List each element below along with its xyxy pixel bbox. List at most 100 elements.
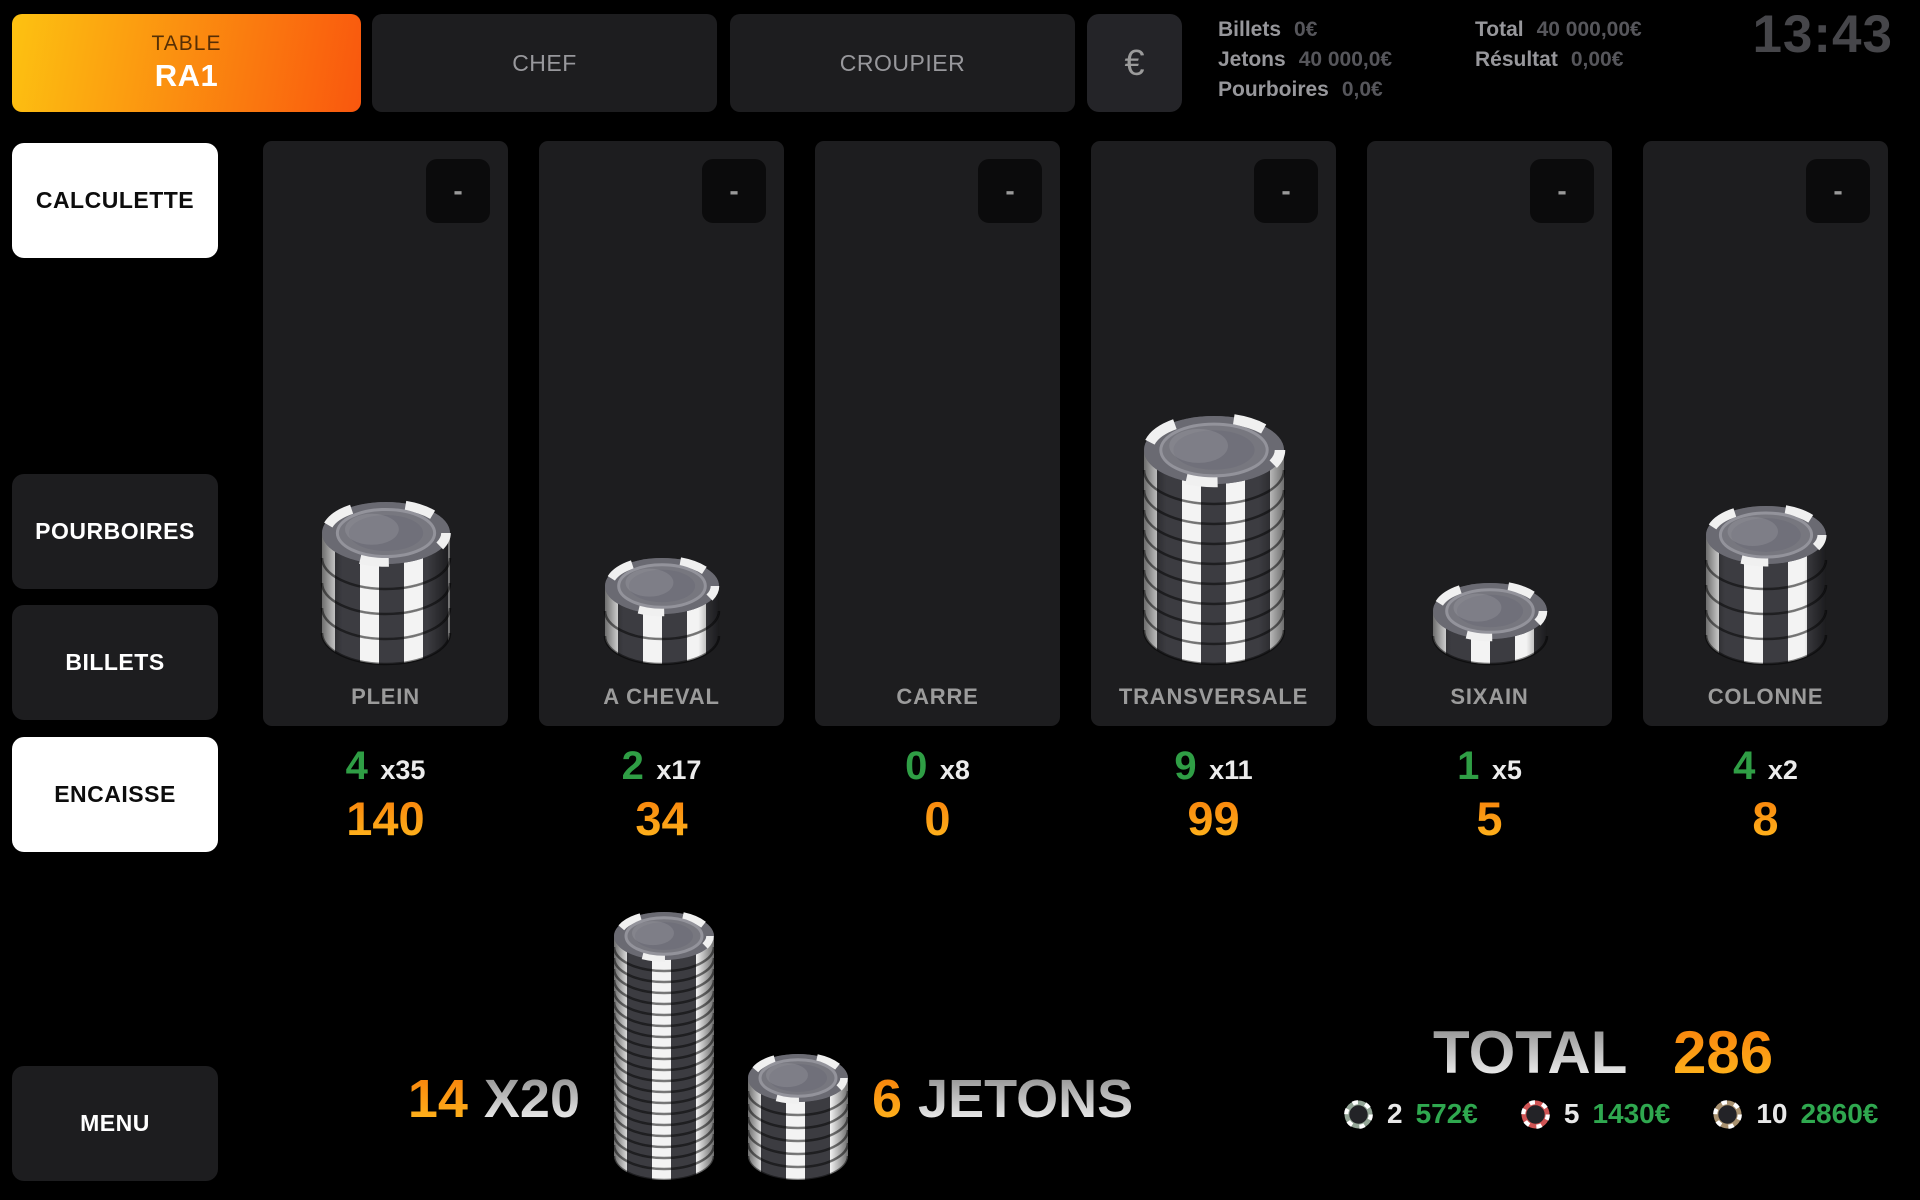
legend-amount: 2860€	[1800, 1098, 1879, 1129]
chip-icon	[1343, 1099, 1374, 1130]
decrement-button[interactable]: -	[978, 159, 1042, 223]
chip-stack	[316, 496, 456, 670]
sidebar-item-menu[interactable]: MENU	[12, 1066, 218, 1181]
bet-type-label: PLEIN	[351, 684, 420, 709]
multiplier: x8	[939, 755, 970, 785]
clock: 13:43	[1752, 5, 1893, 64]
chip-count: 4	[1733, 744, 1756, 788]
decrement-button[interactable]: -	[426, 159, 490, 223]
legend-amount: 572€	[1415, 1098, 1478, 1129]
payout-value: 99	[1091, 791, 1336, 846]
chip-count: 0	[905, 744, 928, 788]
multiplier: x17	[656, 755, 702, 785]
stat-label: Billets	[1218, 18, 1282, 41]
stat-value: 0,00€	[1570, 48, 1624, 71]
bet-column-a-cheval: - A CHEVAL 2 x17 34	[539, 141, 784, 845]
payout-value: 0	[815, 791, 1060, 846]
sidebar-item-calculette[interactable]: CALCULETTE	[12, 143, 218, 258]
chip-legend: 2 572€ 5 1430€ 10 2860€	[1343, 1098, 1878, 1130]
chip-stack	[1427, 577, 1553, 670]
sidebar-item-pourboires[interactable]: POURBOIRES	[12, 474, 218, 589]
total-label: TOTAL	[1433, 1019, 1627, 1086]
stat-billets: Billets 0€	[1218, 15, 1392, 45]
bet-panel: - CARRE	[815, 141, 1060, 726]
total-value: 286	[1673, 1019, 1774, 1086]
decrement-button[interactable]: -	[702, 159, 766, 223]
table-label: TABLE	[151, 32, 222, 55]
payout-value: 5	[1367, 791, 1612, 846]
legend-count: 2	[1387, 1098, 1403, 1129]
bet-column-plein: - PLEIN 4 x35 140	[263, 141, 508, 845]
tab-chef[interactable]: CHEF	[372, 14, 717, 112]
cash-stats: Billets 0€ Jetons 40 000,0€ Pourboires 0…	[1218, 15, 1392, 105]
legend-count: 5	[1563, 1098, 1580, 1129]
payout-value: 140	[263, 791, 508, 846]
bet-panel: - A CHEVAL	[539, 141, 784, 726]
tab-table[interactable]: TABLE RA1	[12, 14, 361, 112]
stat-label: Pourboires	[1218, 78, 1329, 101]
sidebar-item-billets[interactable]: BILLETS	[12, 605, 218, 720]
stat-total: Total 40 000,00€	[1475, 15, 1642, 45]
chip-count: 1	[1457, 744, 1480, 788]
count-row: 0 x8	[815, 744, 1060, 789]
count-row: 2 x17	[539, 744, 784, 789]
payout-value: 34	[539, 791, 784, 846]
bet-type-label: TRANSVERSALE	[1118, 684, 1309, 709]
multiplier: x2	[1767, 755, 1798, 785]
multiplier: x11	[1209, 755, 1253, 785]
stat-value: 0€	[1294, 18, 1318, 41]
currency-euro-button[interactable]: €	[1087, 14, 1182, 112]
legend-count: 10	[1756, 1098, 1788, 1129]
total-row: TOTAL 286	[1433, 1018, 1773, 1087]
chip-count: 2	[621, 744, 644, 788]
bet-panel: - SIXAIN	[1367, 141, 1612, 726]
chip-stack	[1138, 410, 1290, 670]
count-row: 4 x35	[263, 744, 508, 789]
bet-type-label: A CHEVAL	[603, 684, 720, 709]
decrement-button[interactable]: -	[1530, 159, 1594, 223]
loose-unit: JETONS	[918, 1069, 1134, 1129]
bet-type-label: COLONNE	[1707, 684, 1824, 709]
bet-column-transversale: - TRANSVERSALE 9 x11 99	[1091, 141, 1336, 845]
legend-item: 10 2860€	[1712, 1098, 1878, 1130]
chip-stack	[1700, 500, 1832, 670]
legend-amount: 1430€	[1592, 1098, 1671, 1129]
loose-count: 6	[872, 1069, 903, 1129]
loose-chips-summary: 6 JETONS	[872, 1068, 1133, 1130]
decrement-button[interactable]: -	[1254, 159, 1318, 223]
chip-icon	[1712, 1099, 1743, 1130]
chip-icon	[1520, 1099, 1551, 1130]
stacks-summary: 14 X20	[330, 1068, 580, 1130]
stat-resultat: Résultat 0,00€	[1475, 45, 1642, 75]
count-row: 9 x11	[1091, 744, 1336, 789]
payout-value: 8	[1643, 791, 1888, 846]
multiplier: x5	[1491, 755, 1522, 785]
legend-item: 5 1430€	[1520, 1098, 1670, 1130]
table-name: RA1	[154, 58, 219, 93]
stacks-multiplier: X20	[483, 1069, 580, 1129]
bet-panel: - PLEIN	[263, 141, 508, 726]
chip-count: 4	[345, 744, 368, 788]
stat-label: Jetons	[1218, 48, 1286, 71]
bet-column-colonne: - COLONNE 4 x2 8	[1643, 141, 1888, 845]
sidebar-item-encaisse[interactable]: ENCAISSE	[12, 737, 218, 852]
bet-type-label: CARRE	[896, 684, 979, 709]
stat-value: 40 000,00€	[1536, 18, 1642, 41]
stacks-count: 14	[407, 1069, 468, 1129]
stat-value: 40 000,0€	[1298, 48, 1393, 71]
chip-stack-large	[608, 906, 720, 1186]
bet-panel: - COLONNE	[1643, 141, 1888, 726]
chip-count: 9	[1174, 744, 1197, 788]
multiplier: x35	[380, 755, 426, 785]
stat-jetons: Jetons 40 000,0€	[1218, 45, 1392, 75]
decrement-button[interactable]: -	[1806, 159, 1870, 223]
chip-stack-small	[742, 1048, 854, 1186]
stat-value: 0,0€	[1341, 78, 1383, 101]
tab-croupier[interactable]: CROUPIER	[730, 14, 1075, 112]
count-row: 4 x2	[1643, 744, 1888, 789]
bet-column-carre: - CARRE 0 x8 0	[815, 141, 1060, 845]
bet-column-sixain: - SIXAIN 1 x5 5	[1367, 141, 1612, 845]
bet-type-label: SIXAIN	[1450, 684, 1529, 709]
chip-stack	[599, 552, 725, 670]
